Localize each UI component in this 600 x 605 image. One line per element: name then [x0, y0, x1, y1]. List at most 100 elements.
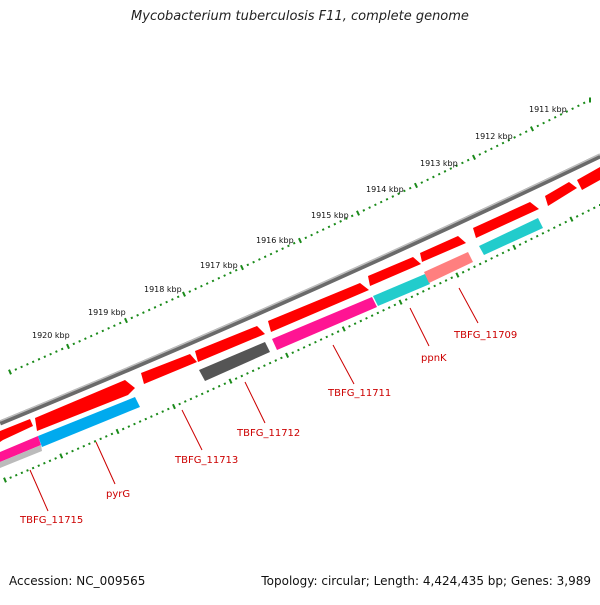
feature-11709 [424, 252, 473, 283]
outer-tick [159, 303, 163, 307]
outer-tick [118, 321, 122, 325]
inner-tick [172, 403, 176, 410]
inner-tick [365, 317, 368, 320]
outer-tick [571, 107, 574, 111]
inner-tick [31, 466, 35, 470]
outer-tick [327, 225, 331, 229]
outer-tick [385, 197, 389, 201]
outer-tick [292, 241, 296, 245]
outer-tick [333, 222, 337, 226]
outer-tick [287, 244, 290, 248]
inner-tick [370, 314, 374, 317]
outer-tick [113, 324, 116, 328]
outer-tick [565, 110, 569, 113]
outer-tick [31, 360, 35, 364]
outer-tick [501, 141, 505, 145]
outer-tick [205, 282, 209, 285]
inner-tick [387, 306, 391, 309]
inner-tick [382, 308, 385, 312]
outer-tick [298, 237, 302, 244]
outer-tick [443, 170, 447, 173]
outer-tick [147, 308, 151, 312]
outer-tick [310, 233, 313, 237]
inner-tick [246, 372, 249, 375]
inner-tick [234, 377, 238, 380]
inner-tick [291, 351, 295, 355]
inner-tick [26, 469, 29, 472]
inner-tick [547, 229, 550, 232]
outer-tick [582, 101, 586, 105]
map-title: Mycobacterium tuberculosis F11, complete… [131, 9, 469, 24]
inner-tick [88, 442, 91, 446]
outer-tick [484, 150, 487, 153]
inner-tick [200, 392, 204, 396]
inner-tick [558, 223, 562, 227]
inner-tick [308, 343, 312, 347]
gene-label-11715: TBFG_11715 [19, 515, 83, 526]
inner-tick [155, 412, 159, 416]
inner-tick [587, 209, 590, 213]
inner-tick [512, 244, 517, 251]
outer-tick [263, 255, 267, 259]
outer-tick [316, 230, 319, 234]
scale-labels: 1911 kbp 1912 kbp 1913 kbp 1914 kbp 1915… [32, 105, 567, 340]
outer-tick [281, 247, 284, 250]
inner-tick [467, 268, 471, 271]
inner-tick [495, 254, 499, 258]
gene-label-11711: TBFG_11711 [327, 388, 391, 399]
inner-tick [325, 335, 329, 339]
outer-tick [142, 311, 145, 314]
inner-tick [410, 295, 414, 299]
scale-label-1915: 1915 kbp [311, 211, 349, 220]
outer-tick [495, 144, 499, 148]
inner-tick [535, 234, 539, 238]
inner-tick [433, 284, 437, 288]
outer-tick [136, 313, 139, 317]
leader-pyrG [95, 441, 116, 485]
outer-tick [321, 228, 325, 231]
outer-tick [461, 161, 464, 165]
inner-tick-track [3, 204, 600, 483]
inner-tick [161, 410, 165, 413]
outer-tick [507, 138, 511, 142]
inner-tick [501, 251, 505, 255]
outer-tick [171, 298, 174, 301]
inner-tick [268, 361, 272, 365]
inner-tick [336, 330, 340, 333]
inner-tick [251, 369, 255, 373]
feature-11715-pink [0, 436, 41, 462]
outer-tick [176, 295, 180, 299]
inner-tick [133, 422, 136, 426]
outer-tick [269, 252, 273, 256]
outer-tick [472, 154, 476, 160]
inner-tick [115, 428, 120, 435]
inner-tick [59, 453, 64, 459]
inner-tick [183, 400, 187, 403]
inner-tick [314, 340, 317, 344]
outer-tick [519, 133, 522, 136]
inner-tick [263, 364, 266, 368]
inner-tick [65, 452, 69, 455]
outer-tick [211, 279, 215, 283]
inner-tick [444, 279, 448, 282]
outer-tick [182, 291, 186, 297]
gene-leader-lines [29, 287, 479, 512]
inner-tick [348, 324, 351, 328]
outer-tick [524, 130, 528, 134]
inner-tick [575, 215, 579, 218]
inner-tick [302, 346, 306, 349]
outer-tick [223, 274, 226, 277]
inner-tick [217, 384, 221, 388]
outer-tick [345, 217, 348, 220]
outer-tick [437, 172, 441, 176]
outer-tick [43, 355, 47, 359]
outer-tick [89, 334, 93, 338]
inner-tick [110, 432, 114, 436]
outer-tick [490, 147, 493, 151]
inner-tick [240, 374, 244, 378]
cds-forward-9 [545, 182, 577, 206]
outer-tick [559, 113, 563, 116]
inner-tick [285, 352, 290, 358]
inner-tick [104, 435, 108, 438]
inner-tick [127, 425, 131, 428]
